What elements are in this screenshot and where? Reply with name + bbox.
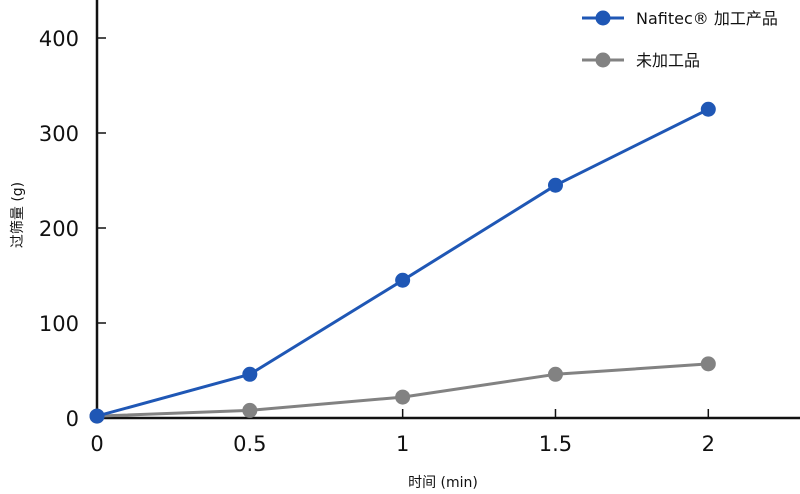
legend: Nafitec® 加工产品 未加工品 [582,9,778,70]
x-tick-label: 0.5 [233,432,266,456]
data-point-nafitec [242,366,258,382]
x-tick-label: 1.5 [539,432,572,456]
x-tick-label: 1 [396,432,409,456]
y-tick-label: 0 [66,407,79,431]
x-axis-title: 时间 (min) [408,475,478,491]
data-point-unprocessed [242,402,258,418]
data-point-nafitec [89,408,105,424]
y-tick-label: 100 [39,312,79,336]
data-point-nafitec [395,272,411,288]
x-tick-label: 2 [702,432,715,456]
y-tick-label: 200 [39,217,79,241]
legend-item-nafitec: Nafitec® 加工产品 [582,9,778,28]
y-axis-title: 过筛量 (g) [10,182,26,248]
legend-marker-unprocessed [595,52,611,68]
data-point-nafitec [700,101,716,117]
data-point-unprocessed [700,356,716,372]
axes [95,0,800,420]
legend-item-unprocessed: 未加工品 [582,51,700,70]
legend-label-unprocessed: 未加工品 [636,51,700,70]
y-tick-label: 400 [39,27,79,51]
legend-marker-nafitec [595,10,611,26]
data-point-unprocessed [395,389,411,405]
legend-label-nafitec: Nafitec® 加工产品 [636,9,778,28]
y-tick-label: 300 [39,122,79,146]
y-ticks: 0 100 200 300 400 [39,27,106,431]
data-point-unprocessed [547,366,563,382]
series-layer [89,101,716,424]
x-tick-label: 0 [90,432,103,456]
data-point-nafitec [547,177,563,193]
x-ticks: 0 0.5 1 1.5 2 [90,409,715,456]
